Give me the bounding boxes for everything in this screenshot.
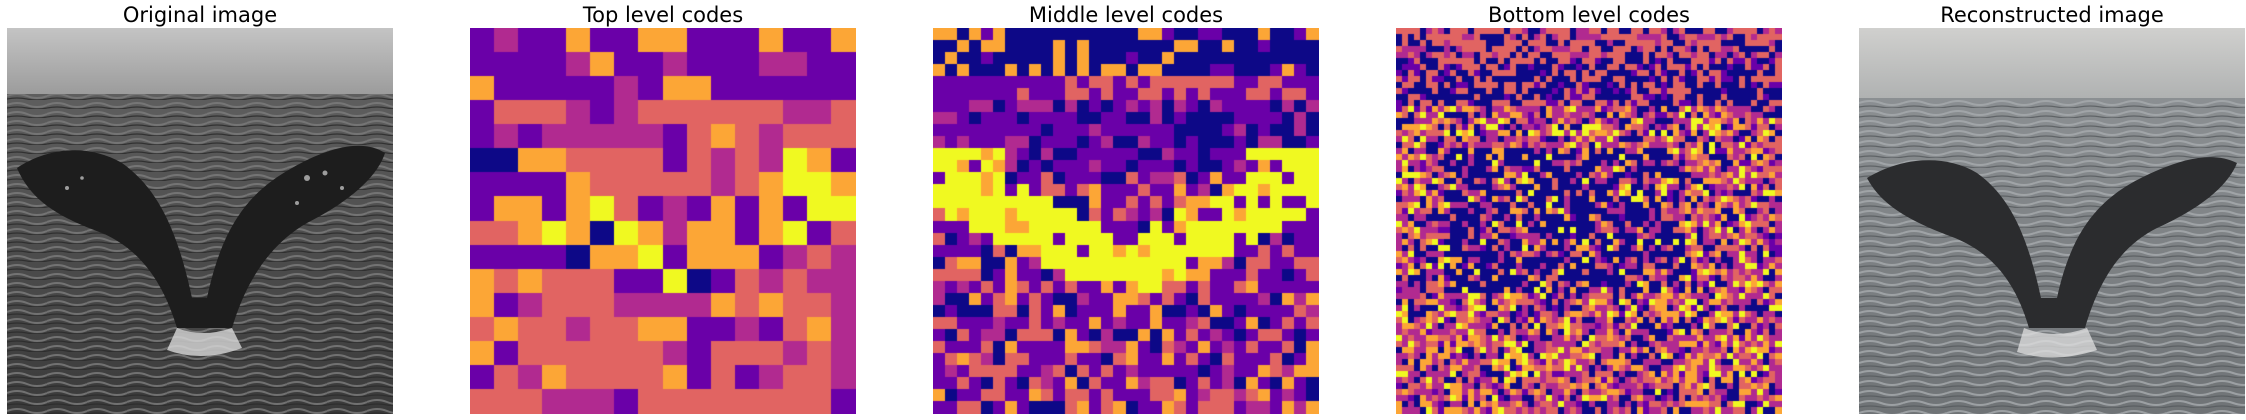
bottom-level-codes-panel: Bottom level codes — [1396, 0, 1782, 420]
top-level-codes-panel: Top level codes — [470, 0, 856, 420]
reconstructed-whale-tail-photo — [1859, 28, 2245, 414]
original-image-panel: Original image — [7, 0, 393, 420]
top-level-codes-map — [470, 28, 856, 414]
panel-title: Original image — [122, 3, 278, 27]
panel-title: Top level codes — [582, 3, 744, 27]
panel-title: Middle level codes — [1028, 3, 1224, 27]
panel-title: Reconstructed image — [1940, 3, 2164, 27]
panel-title: Bottom level codes — [1488, 3, 1690, 27]
original-whale-tail-photo — [7, 28, 393, 414]
bottom-level-codes-map — [1396, 28, 1782, 414]
middle-level-codes-map — [933, 28, 1319, 414]
reconstructed-image-panel: Reconstructed image — [1859, 0, 2245, 420]
middle-level-codes-panel: Middle level codes — [933, 0, 1319, 420]
